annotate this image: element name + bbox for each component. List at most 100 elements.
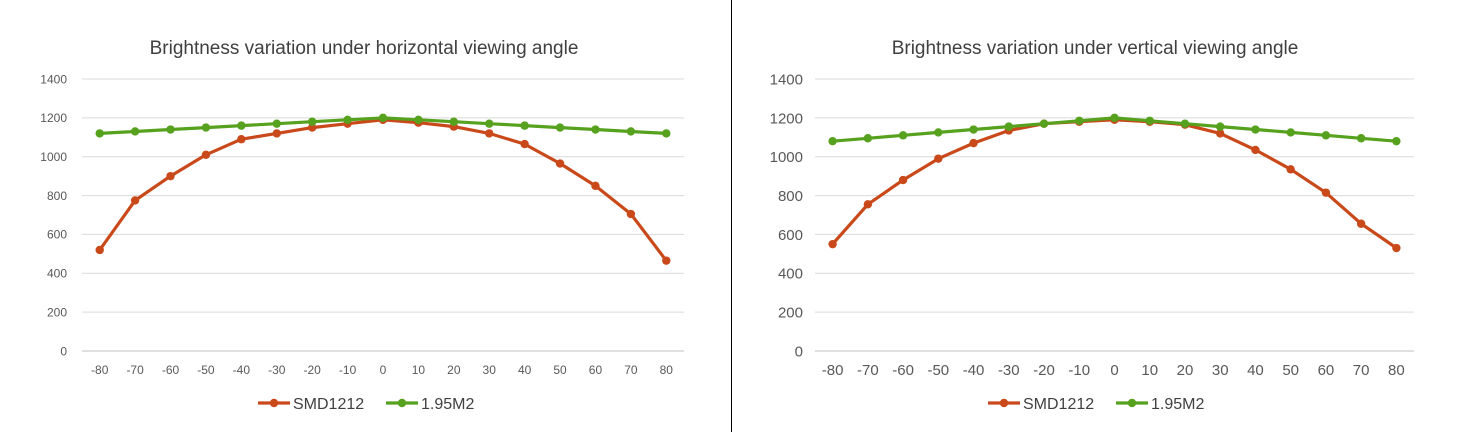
y-tick-label: 1000 bbox=[770, 149, 803, 166]
data-point bbox=[1356, 134, 1366, 143]
legend-item: SMD1212 bbox=[258, 396, 364, 413]
data-point bbox=[414, 115, 423, 125]
data-point bbox=[1145, 116, 1154, 125]
chart-title: Brightness variation under horizontal vi… bbox=[150, 38, 579, 59]
data-point bbox=[898, 175, 908, 185]
y-tick-label: 200 bbox=[47, 305, 67, 319]
x-tick-label: 10 bbox=[412, 363, 426, 377]
x-tick-label: 60 bbox=[589, 363, 603, 377]
data-point bbox=[1039, 119, 1049, 128]
data-point bbox=[898, 131, 908, 140]
data-point bbox=[130, 127, 140, 136]
x-tick-label: 30 bbox=[1212, 362, 1229, 379]
legend-item: SMD1212 bbox=[988, 396, 1094, 413]
series-line-smd1212 bbox=[831, 118, 1398, 250]
x-tick-label: -20 bbox=[1033, 362, 1055, 379]
data-point bbox=[378, 113, 388, 123]
x-tick-label: -60 bbox=[892, 362, 914, 379]
y-tick-label: 400 bbox=[47, 267, 67, 281]
data-point bbox=[828, 136, 837, 146]
legend-marker bbox=[999, 398, 1009, 408]
series-line-smd1212 bbox=[98, 118, 668, 262]
data-point bbox=[662, 256, 671, 265]
data-point bbox=[485, 119, 494, 128]
x-tick-label: 70 bbox=[1353, 362, 1370, 379]
y-tick-label: 1000 bbox=[40, 150, 67, 164]
legend-marker bbox=[269, 398, 279, 408]
panel-divider bbox=[731, 0, 732, 432]
y-tick-label: 600 bbox=[778, 227, 803, 244]
data-point bbox=[1392, 243, 1401, 253]
x-tick-label: -10 bbox=[1068, 362, 1090, 379]
data-point bbox=[201, 123, 211, 132]
data-point bbox=[130, 196, 140, 205]
x-tick-label: -50 bbox=[197, 363, 215, 377]
x-tick-label: 50 bbox=[553, 363, 567, 377]
x-tick-label: 20 bbox=[1177, 362, 1194, 379]
y-tick-label: 1200 bbox=[770, 110, 803, 127]
data-point bbox=[1321, 131, 1331, 140]
data-point bbox=[934, 154, 943, 163]
data-point bbox=[1216, 122, 1225, 131]
x-tick-label: 0 bbox=[1110, 362, 1118, 379]
data-point bbox=[95, 129, 104, 138]
data-point bbox=[863, 134, 873, 143]
data-point bbox=[555, 159, 565, 168]
data-point bbox=[166, 125, 175, 134]
data-point bbox=[626, 127, 636, 136]
data-point bbox=[626, 209, 636, 219]
data-point bbox=[237, 135, 246, 144]
x-tick-label: 10 bbox=[1141, 362, 1158, 379]
data-point bbox=[166, 171, 175, 181]
chart-1: Brightness variation under horizontal vi… bbox=[40, 38, 684, 413]
data-point bbox=[272, 119, 281, 128]
y-tick-label: 800 bbox=[47, 189, 67, 203]
legend-marker bbox=[1127, 398, 1137, 408]
data-point bbox=[969, 138, 978, 148]
data-point bbox=[1075, 116, 1084, 125]
data-point bbox=[307, 123, 317, 132]
data-point bbox=[555, 123, 565, 132]
x-tick-label: -30 bbox=[268, 363, 286, 377]
x-tick-label: -40 bbox=[233, 363, 251, 377]
data-point bbox=[934, 128, 943, 137]
x-tick-label: -70 bbox=[857, 362, 879, 379]
x-tick-label: -80 bbox=[91, 363, 109, 377]
data-point bbox=[1392, 136, 1401, 146]
x-tick-label: -70 bbox=[126, 363, 144, 377]
y-tick-label: 1400 bbox=[770, 71, 803, 88]
x-tick-label: -10 bbox=[339, 363, 357, 377]
legend-label: 1.95M2 bbox=[421, 396, 474, 413]
data-point bbox=[485, 129, 494, 138]
x-tick-label: 50 bbox=[1282, 362, 1299, 379]
x-tick-label: 70 bbox=[624, 363, 638, 377]
data-point bbox=[591, 125, 600, 134]
data-point bbox=[1251, 125, 1260, 134]
y-tick-label: 400 bbox=[778, 266, 803, 283]
data-point bbox=[307, 117, 317, 126]
data-point bbox=[520, 139, 529, 149]
data-point bbox=[1004, 122, 1013, 131]
legend-label: 1.95M2 bbox=[1151, 396, 1204, 413]
y-tick-label: 600 bbox=[47, 228, 67, 242]
x-tick-label: 30 bbox=[483, 363, 497, 377]
data-point bbox=[201, 150, 211, 159]
data-point bbox=[1216, 129, 1225, 138]
x-tick-label: -60 bbox=[162, 363, 180, 377]
data-point bbox=[1180, 119, 1190, 128]
legend-marker bbox=[397, 398, 407, 408]
data-point bbox=[1286, 165, 1295, 174]
chart-title: Brightness variation under vertical view… bbox=[892, 38, 1299, 59]
x-tick-label: 20 bbox=[447, 363, 461, 377]
data-point bbox=[272, 129, 281, 138]
data-point bbox=[1110, 113, 1119, 123]
x-tick-label: 80 bbox=[660, 363, 674, 377]
data-point bbox=[1251, 145, 1260, 155]
data-point bbox=[828, 239, 837, 249]
data-point bbox=[520, 121, 529, 130]
y-tick-label: 0 bbox=[795, 343, 803, 360]
legend-item: 1.95M2 bbox=[1116, 396, 1204, 413]
x-tick-label: 80 bbox=[1388, 362, 1405, 379]
data-point bbox=[237, 121, 246, 130]
